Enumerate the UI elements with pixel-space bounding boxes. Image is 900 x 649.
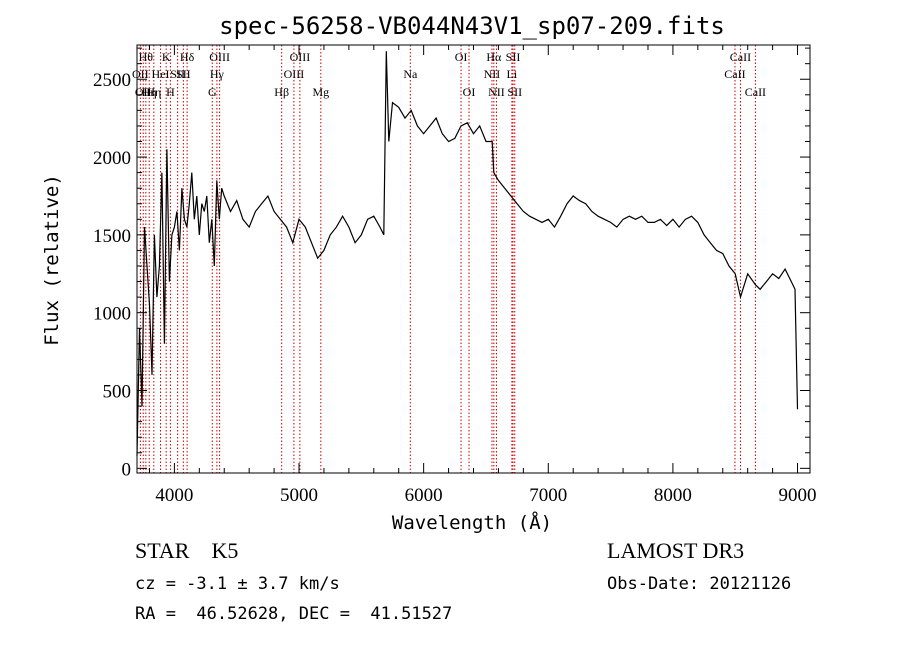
line-label-23: NII <box>488 85 505 99</box>
line-label-12: Hγ <box>210 67 225 81</box>
y-axis-label: Flux (relative) <box>41 174 63 346</box>
line-label-18: Na <box>403 67 418 81</box>
line-label-20: OI <box>463 85 476 99</box>
x-tick-label-5: 9000 <box>779 485 817 506</box>
emission-line-labels: OIIOIIHθHηHηHeIKHSIISIIHδGHγOIIIHβOIIIOI… <box>132 50 766 99</box>
observation-date-text: Obs-Date: 20121126 <box>607 574 792 594</box>
line-label-16: OIII <box>290 50 311 64</box>
line-label-19: OI <box>455 50 468 64</box>
y-tick-label-2: 1000 <box>93 304 131 325</box>
line-label-22: Hα <box>486 50 502 64</box>
spectrum-line <box>136 51 799 456</box>
y-tick-label-0: 0 <box>122 459 132 480</box>
y-tick-label-3: 1500 <box>93 226 131 247</box>
line-label-26: Li <box>507 67 518 81</box>
object-class-text: STAR K5 <box>135 538 239 563</box>
line-label-8: SII <box>170 67 185 81</box>
x-axis-label: Wavelength (Å) <box>392 511 552 534</box>
line-label-0: OII <box>132 67 149 81</box>
chart-title: spec-56258-VB044N43V1_sp07-209.fits <box>219 12 725 40</box>
line-label-21: NII <box>484 67 501 81</box>
line-label-25: SII <box>507 85 522 99</box>
line-label-2: Hθ <box>139 50 154 64</box>
line-label-4: Hη <box>146 85 161 99</box>
redshift-text: cz = -3.1 ± 3.7 km/s <box>135 574 340 594</box>
y-axis-ticks: 0 500 1000 1500 2000 2500 <box>93 47 810 480</box>
line-label-7: H <box>166 85 175 99</box>
line-label-5: HeI <box>152 67 170 81</box>
emission-line-markers <box>139 45 756 473</box>
line-label-9: SII <box>176 67 191 81</box>
line-label-3: Hη <box>142 85 157 99</box>
x-tick-label-1: 5000 <box>280 485 318 506</box>
line-label-14: Hβ <box>274 85 289 99</box>
line-label-28: CaII <box>730 50 751 64</box>
line-label-24: SII <box>506 50 521 64</box>
y-tick-label-1: 500 <box>103 382 132 403</box>
y-tick-label-4: 2000 <box>93 148 131 169</box>
plot-frame <box>136 44 811 474</box>
x-tick-label-3: 7000 <box>529 485 567 506</box>
line-label-29: CaII <box>745 85 766 99</box>
x-tick-label-0: 4000 <box>155 485 193 506</box>
y-tick-label-5: 2500 <box>93 70 131 91</box>
line-label-13: OIII <box>209 50 230 64</box>
line-label-1: OII <box>135 85 152 99</box>
line-label-6: K <box>162 50 171 64</box>
x-axis-ticks: 4000 5000 6000 7000 8000 9000 <box>148 45 817 506</box>
coordinates-text: RA = 46.52628, DEC = 41.51527 <box>135 604 453 624</box>
x-tick-label-4: 8000 <box>654 485 692 506</box>
line-label-15: OIII <box>284 67 305 81</box>
line-label-10: Hδ <box>180 50 195 64</box>
line-label-17: Mg <box>312 85 329 99</box>
x-tick-label-2: 6000 <box>405 485 443 506</box>
survey-name-text: LAMOST DR3 <box>607 538 745 563</box>
line-label-11: G <box>208 85 217 99</box>
line-label-27: CaII <box>724 67 745 81</box>
